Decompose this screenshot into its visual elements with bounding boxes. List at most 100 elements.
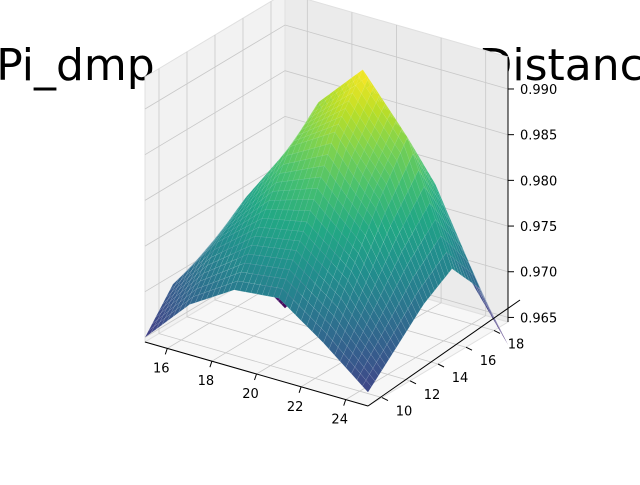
grid-line-z xyxy=(144,24,509,110)
grid-line-x xyxy=(345,50,487,400)
surface-facet xyxy=(368,110,379,128)
surface-facet xyxy=(280,219,291,231)
surface-facet xyxy=(304,128,315,138)
surface-facet xyxy=(274,267,284,279)
surface-facet xyxy=(302,188,312,200)
surface-facet xyxy=(254,203,264,217)
surface-facet xyxy=(350,108,361,126)
surface-facet xyxy=(390,332,400,349)
surface-facet xyxy=(342,92,353,105)
x-tick-label: 22 xyxy=(287,400,304,415)
surface-facet xyxy=(261,209,272,219)
x-tick-label: 16 xyxy=(153,361,170,376)
surface-facet xyxy=(285,189,296,201)
surface-facet xyxy=(362,379,372,393)
surface-facet xyxy=(330,208,340,227)
surface-facet xyxy=(328,123,339,135)
surface-facet xyxy=(277,155,287,171)
surface-facet xyxy=(275,152,285,168)
surface-facet xyxy=(330,110,341,122)
surface-facet xyxy=(345,360,356,375)
surface-facet xyxy=(283,180,294,191)
surface-facet xyxy=(347,116,357,134)
surface-facet xyxy=(301,246,312,263)
surface-facet xyxy=(348,92,359,110)
surface-facet xyxy=(286,144,297,156)
surface-facet xyxy=(257,181,267,195)
surface-facet xyxy=(165,285,176,298)
surface-facet xyxy=(303,167,314,180)
axis-ticks: 16 18 20 22 24 10 12 14 16 18 0.965 0.970 0.975 0.980… xyxy=(144,57,557,428)
surface-facet xyxy=(351,366,361,381)
surface-facet xyxy=(404,190,414,214)
surface-facet xyxy=(356,373,367,387)
surface-facet xyxy=(345,100,355,118)
z-tick-label: 0.985 xyxy=(520,129,557,144)
surface-facet xyxy=(365,273,376,293)
y-tick-mark xyxy=(437,363,445,368)
surface-facet xyxy=(306,210,317,229)
surface-facet xyxy=(414,247,424,268)
x-tick-mark xyxy=(209,361,213,368)
surface-facet xyxy=(278,288,289,305)
surface-facet xyxy=(351,261,361,282)
surface-facet xyxy=(317,327,328,344)
surface-facet xyxy=(361,346,372,362)
x-tick-mark xyxy=(254,373,257,381)
surface-facet xyxy=(372,102,382,120)
surface-facet xyxy=(439,256,449,278)
surface-facet xyxy=(324,113,335,124)
surface-facet xyxy=(377,110,388,128)
y-tick-mark xyxy=(409,380,417,385)
y-axis-line xyxy=(367,299,521,407)
y-tick-mark xyxy=(465,346,473,351)
surface-facet xyxy=(358,353,368,368)
surface-facet xyxy=(362,282,372,301)
surface-facet xyxy=(334,123,345,141)
surface-facet xyxy=(321,143,332,157)
surface-facet xyxy=(331,131,341,152)
surface-facet xyxy=(397,320,407,338)
surface-facet xyxy=(343,345,353,361)
surface-facet xyxy=(335,91,346,104)
surface-facet xyxy=(280,190,290,201)
surface-facet xyxy=(294,150,304,163)
surface-facet xyxy=(273,164,284,179)
surface-facet xyxy=(334,346,344,362)
surface-facet xyxy=(357,93,368,111)
surface-facet xyxy=(288,152,299,164)
x-tick-mark xyxy=(164,348,168,355)
surface-facet xyxy=(382,305,393,323)
surface-facet xyxy=(478,288,488,308)
surface-facet xyxy=(259,275,270,286)
surface-facet xyxy=(328,106,338,118)
surface-facet xyxy=(297,140,308,153)
surface-facet xyxy=(414,290,425,310)
surface-facet xyxy=(328,300,338,317)
surface-facet xyxy=(360,149,370,167)
surface-facet xyxy=(421,236,431,258)
surface-facet xyxy=(144,326,155,338)
surface-facet xyxy=(314,135,324,149)
surface-facet xyxy=(360,307,371,325)
surface-facet xyxy=(352,84,362,102)
surface-facet xyxy=(486,301,496,321)
surface-facet xyxy=(314,274,325,290)
surface-facet xyxy=(300,310,311,327)
surface-facet xyxy=(326,118,337,129)
surface-facet xyxy=(302,286,312,303)
surface-facet xyxy=(268,169,278,184)
surface-facet xyxy=(323,98,334,110)
surface-facet xyxy=(272,287,283,299)
surface-facet xyxy=(382,183,393,206)
surface-facet xyxy=(256,284,266,296)
surface-facet xyxy=(298,256,308,273)
surface-facet xyxy=(262,237,273,248)
surface-facet xyxy=(282,153,293,165)
surface-facet xyxy=(305,237,315,254)
surface-facet xyxy=(354,252,365,273)
surface-facet xyxy=(148,319,158,331)
surface-facet xyxy=(424,230,435,252)
surface-facet xyxy=(403,264,414,285)
